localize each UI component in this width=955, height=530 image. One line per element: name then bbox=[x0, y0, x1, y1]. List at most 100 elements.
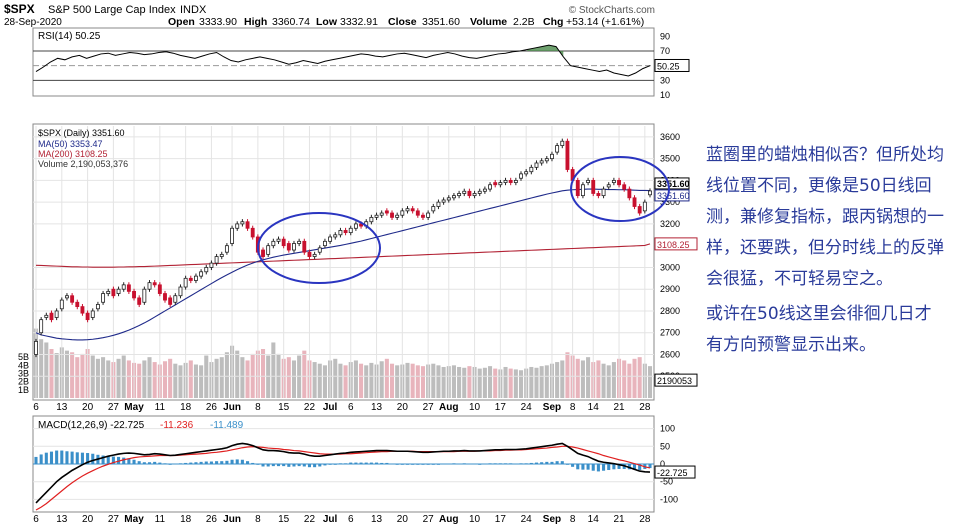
volume-bar bbox=[116, 358, 121, 398]
price-tick-label: 2800 bbox=[660, 306, 680, 316]
x-tick-label: 24 bbox=[521, 402, 533, 413]
volume-bar bbox=[271, 342, 276, 398]
candle-body bbox=[421, 214, 425, 218]
x-tick-label: 11 bbox=[155, 514, 166, 525]
candle-body bbox=[121, 284, 126, 290]
macd-hist-bar bbox=[369, 462, 373, 464]
volume-bar bbox=[338, 363, 343, 398]
open-label: Open bbox=[168, 16, 195, 28]
volume-bar bbox=[101, 357, 106, 398]
macd-hist-bar bbox=[359, 462, 363, 464]
ma200-legend: MA(200) 3108.25 bbox=[38, 149, 108, 159]
macd-current-label: -22.725 bbox=[657, 468, 688, 478]
x-tick-label: Aug bbox=[439, 402, 458, 413]
macd-hist-bar bbox=[246, 461, 250, 464]
volume-tick-label: 4B bbox=[18, 360, 29, 370]
macd-hist-bar bbox=[111, 456, 115, 464]
volume-bar bbox=[178, 365, 183, 398]
rsi-tick-label: 10 bbox=[660, 90, 670, 100]
chart-date: 28-Sep-2020 bbox=[4, 17, 62, 28]
macd-hist-bar bbox=[364, 462, 368, 464]
macd-line bbox=[35, 442, 651, 504]
candle-body bbox=[405, 208, 410, 212]
x-tick-label: 13 bbox=[56, 514, 68, 525]
close-value: 3351.60 bbox=[422, 16, 460, 28]
volume-bar bbox=[152, 362, 157, 398]
macd-hist-bar bbox=[189, 462, 193, 464]
x-tick-label: Aug bbox=[439, 514, 458, 525]
candle-body bbox=[410, 208, 415, 212]
macd-hist-legend: -11.489 bbox=[210, 420, 244, 431]
x-tick-label: 6 bbox=[33, 402, 39, 413]
x-tick-label: 18 bbox=[180, 402, 192, 413]
x-tick-label: 8 bbox=[255, 402, 261, 413]
candle-body bbox=[544, 158, 549, 162]
volume-bar bbox=[369, 362, 374, 398]
volume-bar bbox=[580, 360, 585, 398]
macd-hist-bar bbox=[106, 455, 110, 464]
x-tick-label: 14 bbox=[588, 402, 600, 413]
chart-index-name: S&P 500 Large Cap Index bbox=[48, 4, 176, 16]
x-tick-label: 22 bbox=[304, 514, 316, 525]
chart-watermark: © StockCharts.com bbox=[569, 5, 655, 16]
macd-hist-bar bbox=[591, 464, 595, 471]
macd-hist-bar bbox=[70, 451, 74, 464]
candle-body bbox=[580, 184, 585, 197]
last-price-label: 3351.60 bbox=[657, 179, 690, 189]
candle-body bbox=[575, 179, 580, 197]
macd-hist-bar bbox=[209, 461, 213, 464]
rsi-line bbox=[35, 44, 651, 77]
macd-hist-bar bbox=[292, 464, 296, 467]
volume-bar bbox=[503, 366, 508, 398]
candle-body bbox=[281, 238, 286, 247]
macd-tick-label: 50 bbox=[660, 441, 670, 451]
x-tick-label: May bbox=[124, 514, 144, 525]
volume-bar bbox=[95, 358, 100, 398]
high-value: 3360.74 bbox=[272, 16, 310, 28]
volume-bar bbox=[384, 358, 389, 398]
volume-bar bbox=[606, 365, 611, 398]
volume-bar bbox=[611, 362, 616, 398]
macd-hist-bar bbox=[307, 464, 311, 468]
volume-bar bbox=[415, 365, 420, 398]
volume-bar bbox=[482, 367, 487, 398]
volume-bar bbox=[162, 361, 168, 398]
ma200-box bbox=[654, 237, 698, 251]
x-tick-label: 13 bbox=[371, 514, 383, 525]
candle-body bbox=[390, 212, 394, 218]
volume-current-label: 2190053 bbox=[657, 376, 692, 386]
volume-bar bbox=[534, 367, 539, 398]
candle-body bbox=[101, 293, 106, 303]
macd-hist-bar bbox=[147, 462, 152, 464]
candle-body bbox=[199, 271, 204, 277]
close-label: Close bbox=[388, 16, 417, 28]
macd-layer bbox=[33, 428, 654, 511]
candle-body bbox=[451, 195, 456, 199]
volume-bar bbox=[513, 369, 518, 398]
x-tick-label: 27 bbox=[108, 514, 120, 525]
candle-body bbox=[70, 295, 75, 303]
macd-hist-bar bbox=[204, 461, 208, 464]
volume-bar bbox=[312, 362, 317, 398]
macd-hist-bar bbox=[540, 462, 544, 464]
macd-hist-bar bbox=[576, 464, 580, 470]
candle-body bbox=[111, 288, 116, 297]
candle-body bbox=[467, 190, 472, 197]
candle-body bbox=[168, 297, 173, 305]
candle-body bbox=[400, 210, 405, 216]
price-tick-label: 3600 bbox=[660, 132, 680, 142]
macd-hist-bar bbox=[586, 464, 590, 470]
x-tick-label: 24 bbox=[521, 514, 533, 525]
candle-body bbox=[178, 286, 183, 297]
x-tick-label: 17 bbox=[495, 402, 507, 413]
x-tick-label: Jul bbox=[323, 402, 338, 413]
x-tick-label: 14 bbox=[588, 514, 600, 525]
x-tick-label: Jul bbox=[323, 514, 338, 525]
candle-body bbox=[369, 216, 374, 223]
x-tick-label: Jun bbox=[223, 402, 241, 413]
macd-tick-label: -50 bbox=[660, 477, 673, 487]
candle-body bbox=[519, 173, 523, 179]
volume-bar bbox=[451, 365, 456, 398]
ma50-line bbox=[35, 188, 651, 341]
volume-bar bbox=[410, 363, 415, 398]
